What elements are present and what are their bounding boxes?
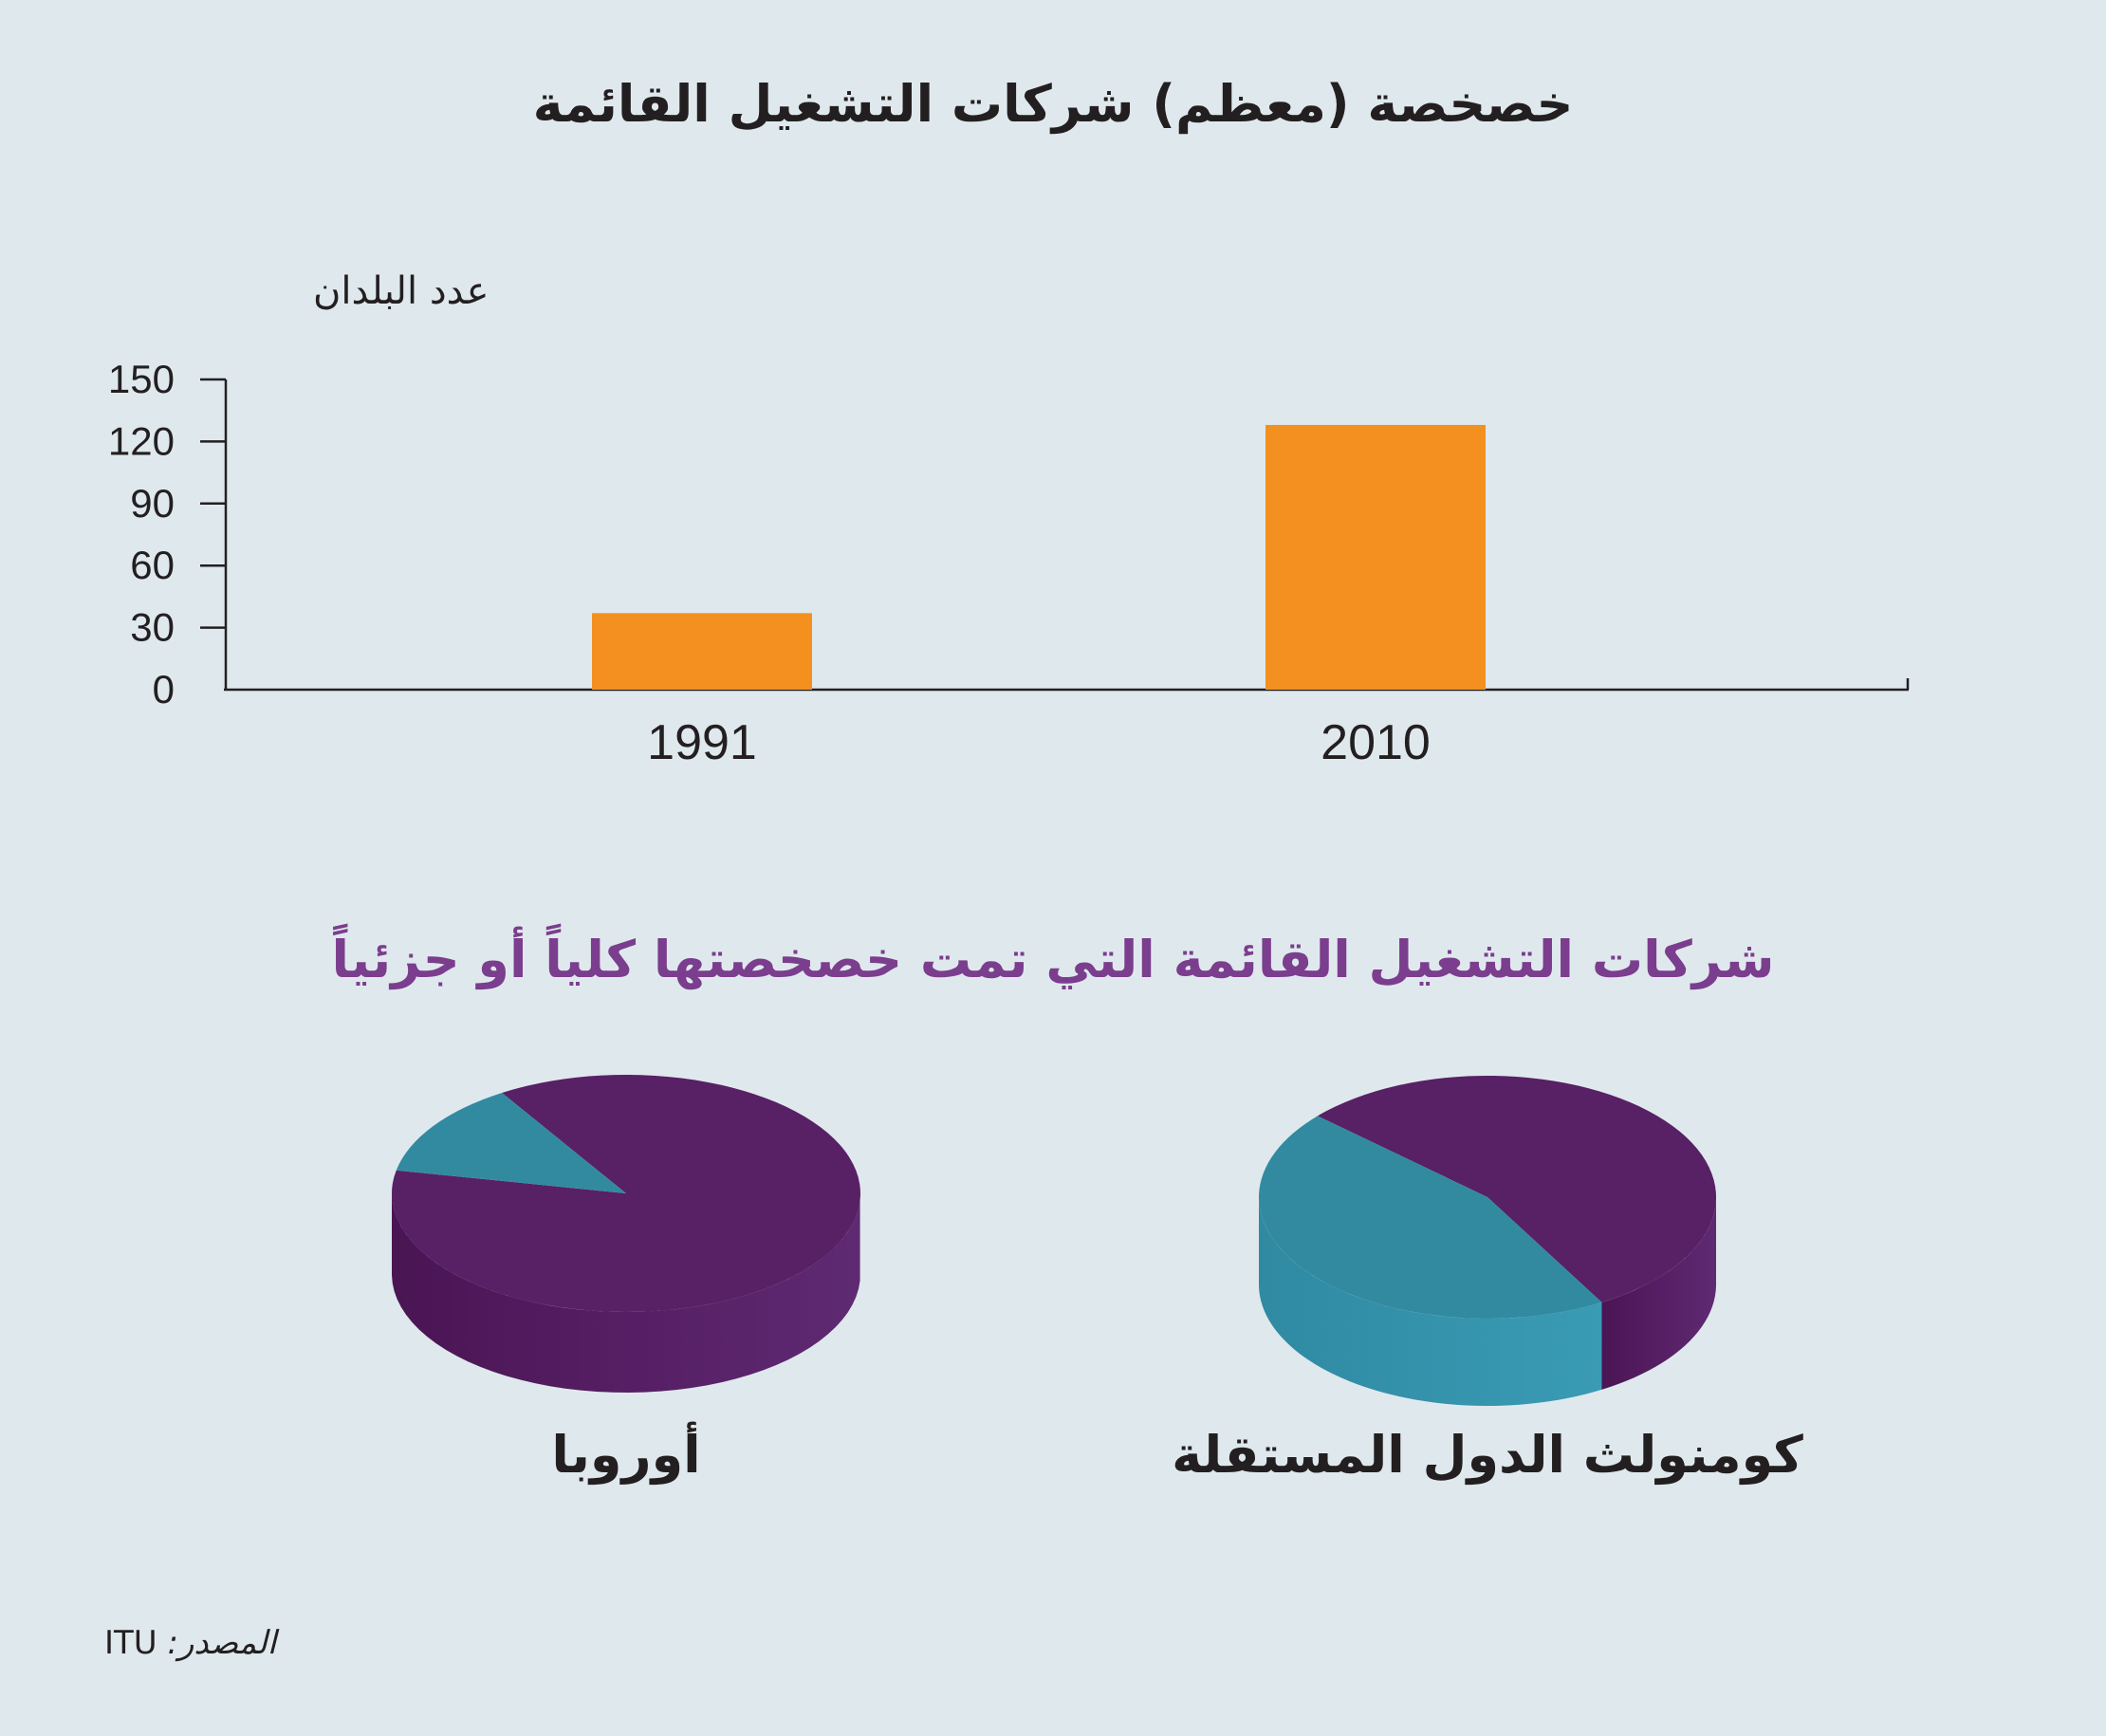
x-tick-label-2010: 2010 <box>1321 715 1431 770</box>
bar-chart: عدد البلدان 0 30 60 90 120 150 1991 2010 <box>108 269 1910 770</box>
y-tick-label: 90 <box>130 481 175 526</box>
pie-2: كومنولث الدول المستقلة <box>1172 1076 1803 1485</box>
y-tick-label: 60 <box>130 543 175 587</box>
pie-1: أوروبا <box>392 1075 861 1485</box>
pie-side-slice-2 <box>1259 1198 1602 1406</box>
pie-label-1: أوروبا <box>551 1421 700 1485</box>
x-tick-label-1991: 1991 <box>647 715 757 770</box>
pie-label-2: كومنولث الدول المستقلة <box>1172 1425 1803 1485</box>
y-tick-label: 150 <box>108 357 175 401</box>
main-title: خصخصة (معظم) شركات التشغيل القائمة <box>533 74 1574 134</box>
pie-slice-1 <box>1317 1076 1717 1302</box>
x-axis-tick-labels: 1991 2010 <box>647 715 1431 770</box>
pie-slice-2 <box>396 1092 626 1193</box>
source-value: ITU <box>104 1624 157 1662</box>
pie-charts: أوروبا كومنولث الدول المستقلة <box>392 1075 1803 1485</box>
pie-side-slice-1 <box>1601 1198 1716 1390</box>
bar-1991 <box>592 613 812 690</box>
y-axis-ticks: 0 30 60 90 120 150 <box>108 357 226 711</box>
source-label: المصدر: <box>167 1624 277 1662</box>
bars-group <box>592 424 1486 690</box>
y-axis-label: عدد البلدان <box>313 269 490 313</box>
source-note: ITU المصدر: <box>104 1624 276 1662</box>
bar-2010 <box>1265 424 1486 690</box>
y-tick-label: 120 <box>108 418 175 463</box>
pie-section-title: شركات التشغيل القائمة التي تمت خصخصتها ك… <box>332 923 1775 989</box>
pie-side-slice-1 <box>392 1194 860 1393</box>
pie-slice-2 <box>1259 1116 1602 1319</box>
y-tick-label: 0 <box>153 667 175 711</box>
y-tick-label: 30 <box>130 605 175 650</box>
